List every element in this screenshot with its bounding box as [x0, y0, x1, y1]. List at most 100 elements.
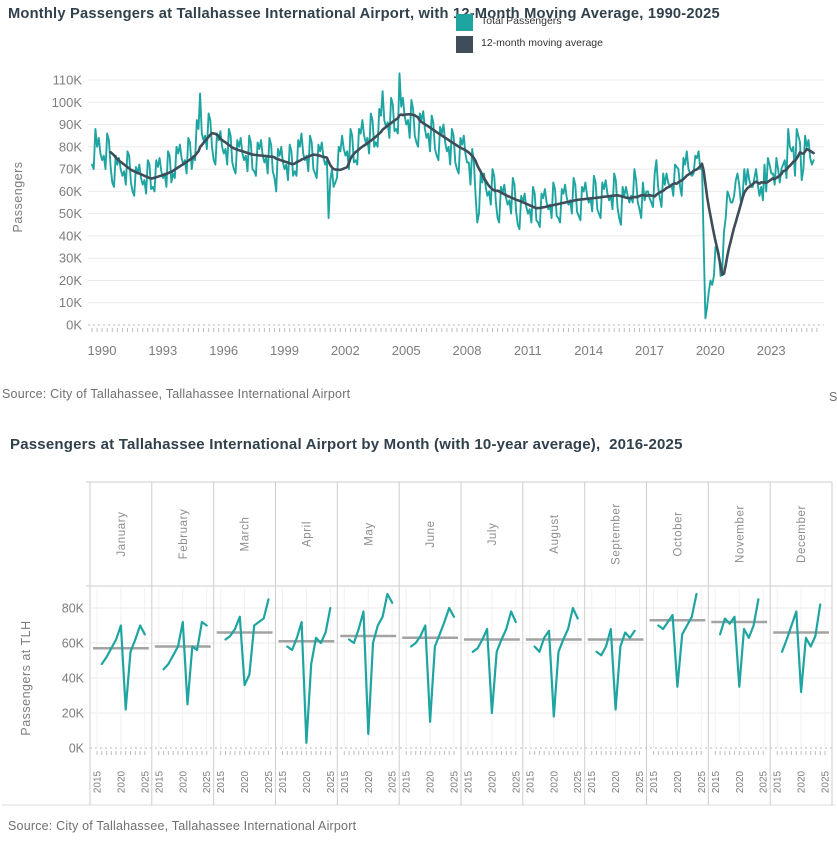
month-panel-june: June 2015 2020 2025: [402, 520, 461, 793]
month-label: November: [734, 505, 746, 563]
month-series-line: [471, 610, 517, 715]
y-tick-label: 40K: [59, 228, 82, 243]
month-label: March: [240, 517, 252, 552]
month-series-line: [780, 603, 822, 694]
top-source: Source: City of Tallahassee, Tallahassee…: [2, 387, 351, 401]
y-tick-label: 10K: [59, 295, 82, 310]
month-panel-december: December 2015 2020 2025: [773, 505, 832, 793]
month-panel-september: September 2015 2020 2025: [587, 503, 646, 793]
x-tick-label: 2020: [302, 770, 313, 793]
x-tick-label: 2015: [402, 770, 413, 793]
y-tick-label: 40K: [62, 672, 85, 686]
month-series-line: [348, 592, 394, 736]
x-tick-label: 2020: [426, 770, 437, 793]
legend-label-total-passengers: Total Passengers: [481, 15, 562, 27]
y-tick-label: 0K: [69, 742, 85, 756]
x-tick-label: 2015: [464, 770, 475, 793]
y-tick-label: 80K: [62, 602, 85, 616]
legend-swatch-moving-average: [456, 36, 473, 53]
month-label: July: [487, 523, 499, 546]
y-tick-label: 50K: [59, 206, 82, 221]
month-label: February: [178, 509, 190, 560]
month-panel-may: May 2015 2020 2025: [340, 522, 399, 793]
x-tick-label: 2025: [326, 770, 337, 793]
x-tick-label: 2015: [340, 770, 351, 793]
month-panel-august: August 2015 2020 2025: [525, 514, 584, 793]
x-tick-label: 2020: [116, 770, 127, 793]
y-tick-label: 0K: [66, 318, 82, 333]
y-tick-label: 80K: [59, 139, 82, 154]
x-tick-label: 1990: [88, 343, 117, 358]
legend-item-total-passengers: Total Passengers: [456, 14, 603, 31]
x-tick-label: 2025: [450, 770, 461, 793]
legend: Total Passengers 12-month moving average: [456, 14, 603, 53]
x-tick-label: 2020: [611, 770, 622, 793]
y-tick-label: 60K: [59, 184, 82, 199]
x-tick-label: 2015: [587, 770, 598, 793]
month-panel-july: July 2015 2020 2025: [464, 523, 523, 794]
x-tick-label: 2015: [773, 770, 784, 793]
legend-item-moving-average: 12-month moving average: [456, 36, 603, 53]
month-label: April: [301, 521, 313, 547]
x-tick-label: 2017: [635, 343, 664, 358]
month-panel-november: November 2015 2020 2025: [711, 505, 770, 793]
y-tick-label: 100K: [52, 95, 83, 110]
x-tick-label: 2025: [697, 770, 708, 793]
x-tick-label: 2015: [93, 770, 104, 793]
y-tick-label: 20K: [59, 273, 82, 288]
x-tick-label: 2025: [511, 770, 522, 793]
x-tick-label: 2020: [673, 770, 684, 793]
month-series-line: [533, 606, 579, 718]
y-tick-label: 20K: [62, 707, 85, 721]
x-tick-label: 2020: [364, 770, 375, 793]
legend-swatch-total-passengers: [456, 14, 473, 31]
x-tick-label: 2008: [453, 343, 482, 358]
x-tick-label: 2015: [278, 770, 289, 793]
x-tick-label: 2025: [759, 770, 770, 793]
month-label: December: [796, 505, 808, 563]
moving-average-line: [109, 112, 815, 276]
y-tick-label: 110K: [53, 73, 83, 88]
x-tick-label: 1996: [209, 343, 238, 358]
month-label: June: [425, 520, 437, 547]
x-tick-label: 2020: [240, 770, 251, 793]
y-tick-label: 70K: [59, 162, 82, 177]
x-tick-label: 2020: [797, 770, 808, 793]
total-passengers-line: [91, 72, 815, 320]
month-series-line: [409, 606, 456, 723]
y-tick-label: 90K: [59, 117, 82, 132]
month-series-line: [224, 598, 270, 687]
x-tick-label: 2025: [202, 770, 213, 793]
x-tick-label: 2025: [388, 770, 399, 793]
y-tick-label: 60K: [62, 637, 85, 651]
x-tick-label: 2015: [154, 770, 165, 793]
x-tick-label: 2014: [574, 343, 603, 358]
x-tick-label: 2023: [757, 343, 786, 358]
x-tick-label: 2015: [525, 770, 536, 793]
x-tick-label: 2020: [178, 770, 189, 793]
month-panel-february: February 2015 2020 2025: [154, 509, 213, 794]
month-label: May: [363, 522, 375, 546]
x-tick-label: 2015: [711, 770, 722, 793]
clipped-right-text: S: [829, 390, 837, 404]
x-tick-label: 2011: [514, 343, 542, 358]
month-label: January: [116, 511, 128, 556]
month-label: October: [672, 511, 684, 556]
x-tick-label: 2015: [649, 770, 660, 793]
bottom-chart-title: Passengers at Tallahassee International …: [10, 436, 683, 453]
bottom-source: Source: City of Tallahassee, Tallahassee…: [8, 819, 357, 833]
legend-label-moving-average: 12-month moving average: [481, 37, 603, 49]
month-series-line: [162, 620, 208, 706]
x-tick-label: 2025: [140, 770, 151, 793]
y-axis-title: Passengers: [11, 161, 25, 232]
month-series-line: [595, 627, 636, 711]
x-tick-label: 1999: [270, 343, 299, 358]
x-tick-label: 2025: [821, 770, 832, 793]
x-tick-label: 2025: [264, 770, 275, 793]
x-tick-label: 2020: [487, 770, 498, 793]
month-label: August: [549, 514, 561, 554]
x-tick-label: 2005: [392, 343, 421, 358]
month-label: September: [611, 503, 623, 565]
monthly-panels-chart: 0K 20K 40K 60K 80K Passengers at TLH January 20…: [2, 481, 835, 806]
